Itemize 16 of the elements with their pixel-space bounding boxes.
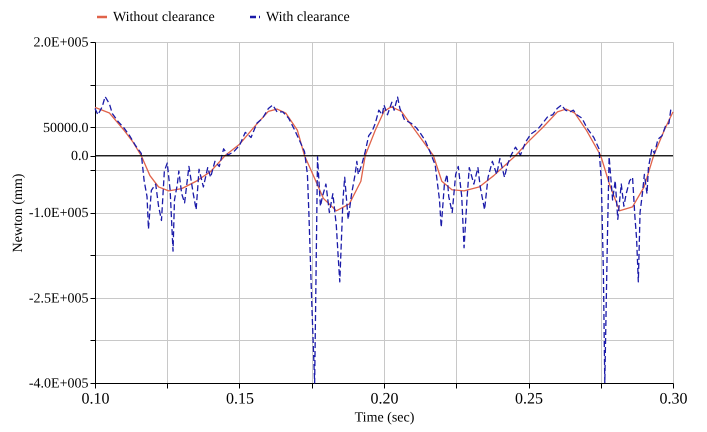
x-tick-label: 0.10: [82, 390, 110, 408]
y-tick-label: -4.0E+005: [28, 376, 88, 392]
y-axis-title: Newton (mm): [10, 173, 26, 252]
x-tick-label: 0.30: [660, 390, 688, 408]
line-series: [94, 106, 674, 212]
y-tick-label: -1.0E+005: [28, 206, 88, 221]
x-tick-label: 0.20: [370, 390, 398, 408]
y-tick-label: 50000.0: [43, 120, 88, 136]
y-tick-label: -2.5E+005: [28, 291, 88, 306]
x-tick-label: 0.25: [515, 390, 543, 408]
y-tick-label: 2.0E+005: [34, 36, 88, 50]
legend-label: With clearance: [266, 10, 350, 25]
legend-label: Without clearance: [113, 10, 215, 25]
y-tick-label: 0.0: [71, 149, 88, 164]
x-axis-title: Time (sec): [354, 410, 415, 426]
x-tick-label: 0.15: [226, 390, 254, 408]
